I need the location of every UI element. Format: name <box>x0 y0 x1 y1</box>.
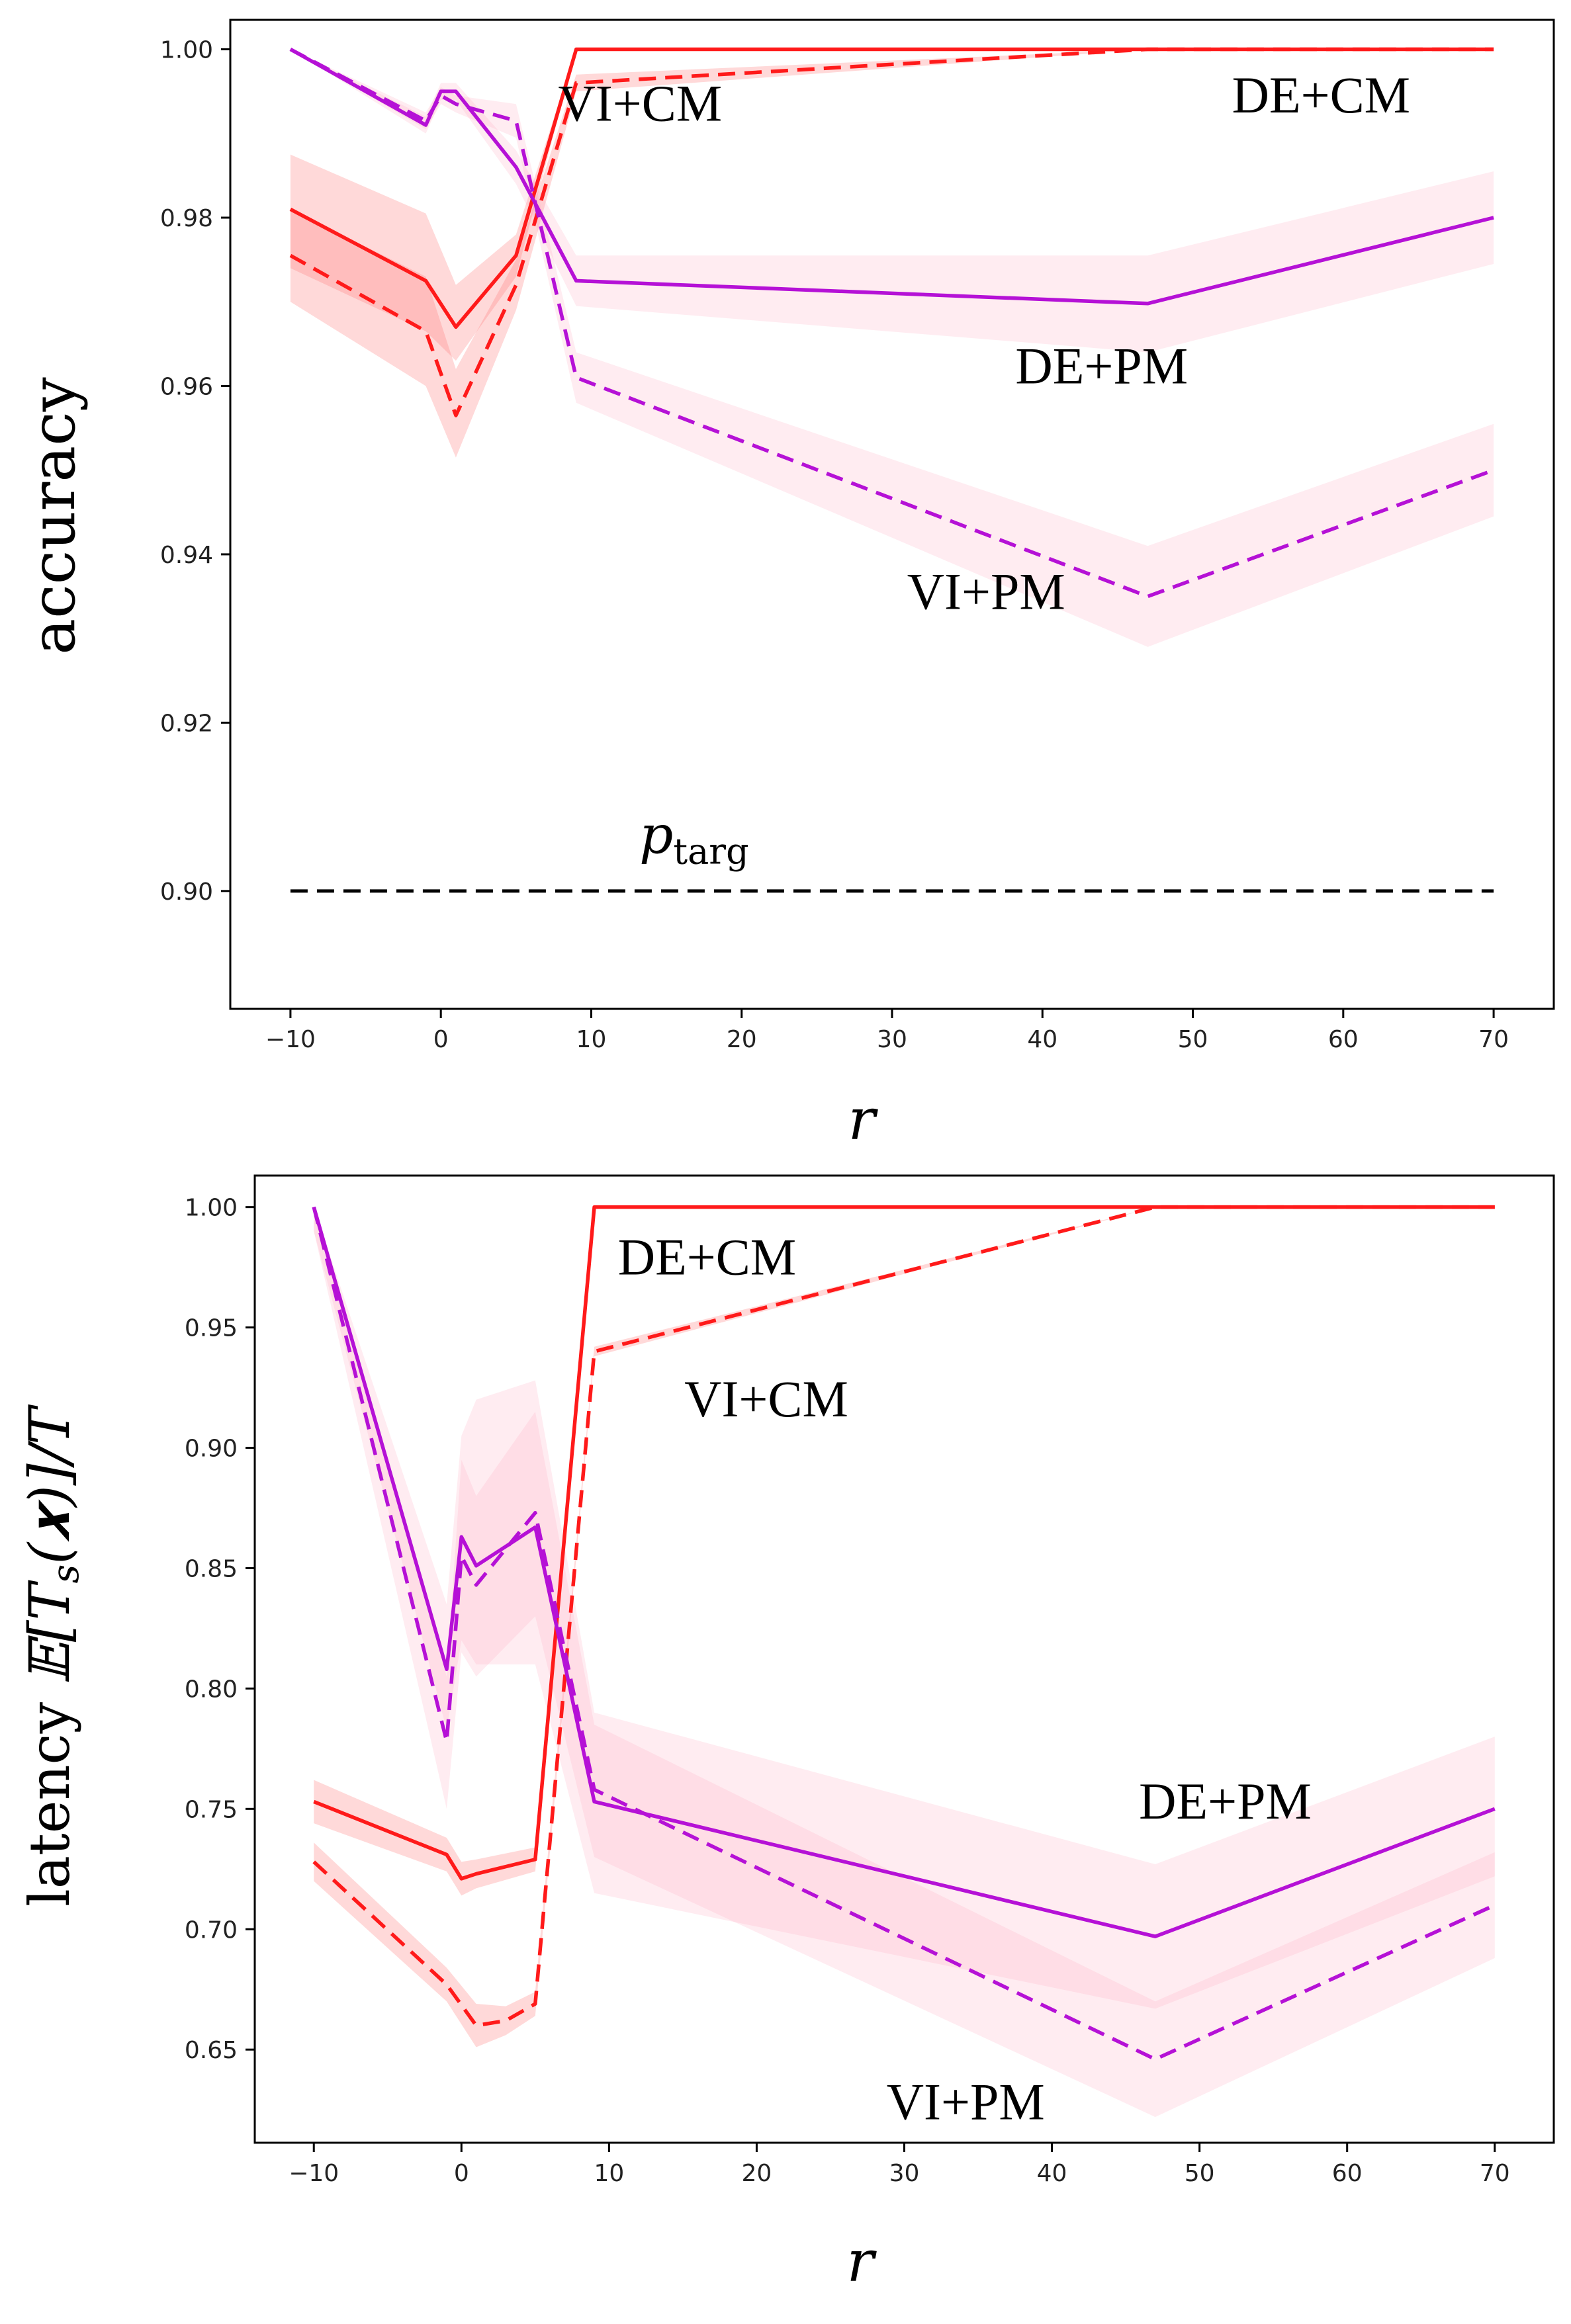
latency-x-tick-label: 20 <box>742 2160 772 2187</box>
accuracy-annotation-de-pm: DE+PM <box>1015 337 1188 395</box>
accuracy-annotations: VI+CM DE+CM DE+PM VI+PM ptarg <box>558 66 1410 873</box>
latency-y-label-tail: (𝒙)]/T <box>17 1404 82 1565</box>
accuracy-x-tick-label: 70 <box>1478 1026 1509 1053</box>
latency-annotations: DE+CM VI+CM DE+PM VI+PM <box>618 1228 1312 2131</box>
accuracy-lines <box>289 47 1495 893</box>
latency-band-de-pm <box>314 1207 1495 2009</box>
latency-x-tick-label: −10 <box>289 2160 339 2187</box>
accuracy-band-de-pm <box>290 49 1494 353</box>
latency-y-label-word: latency <box>17 1684 82 1907</box>
latency-y-tick-label: 0.90 <box>185 1436 238 1463</box>
latency-x-tick-label: 30 <box>889 2160 920 2187</box>
accuracy-x-ticks: −10 0 10 20 30 40 50 60 70 <box>265 1009 1509 1053</box>
accuracy-y-tick-label: 0.96 <box>160 373 213 400</box>
latency-lines <box>312 1205 1496 2061</box>
latency-y-label-expectation: 𝔼[T <box>17 1579 82 1684</box>
accuracy-x-tick-label: 30 <box>877 1026 907 1053</box>
latency-band-vi-pm <box>314 1207 1495 2118</box>
latency-series-de-cm <box>313 1205 1495 1881</box>
accuracy-annotation-vi-pm: VI+PM <box>907 563 1065 621</box>
accuracy-x-tick-label: 20 <box>727 1026 757 1053</box>
accuracy-x-tick-label: 10 <box>576 1026 607 1053</box>
latency-y-label-subscript: s <box>44 1565 87 1584</box>
accuracy-annotation-de-cm: DE+CM <box>1232 66 1410 124</box>
accuracy-x-tick-label: 0 <box>433 1026 449 1053</box>
accuracy-x-tick-label: −10 <box>265 1026 316 1053</box>
latency-x-tick-label: 70 <box>1480 2160 1510 2187</box>
accuracy-annotation-subscript: targ <box>673 831 748 873</box>
latency-y-tick-label: 0.75 <box>185 1796 238 1823</box>
latency-annotation-de-pm: DE+PM <box>1139 1772 1312 1830</box>
latency-series-de-pm <box>312 1206 1496 1938</box>
accuracy-y-tick-label: 1.00 <box>160 37 213 64</box>
latency-y-tick-label: 1.00 <box>185 1195 238 1222</box>
accuracy-annotation-p: ptarg <box>639 804 749 873</box>
accuracy-x-axis-label: r <box>848 1087 878 1153</box>
accuracy-x-tick-label: 40 <box>1027 1026 1057 1053</box>
accuracy-chart: −10 0 10 20 30 40 50 60 70 0.90 0.92 0.94 0.96 0.98 1… <box>18 19 1555 1153</box>
latency-y-tick-label: 0.95 <box>185 1315 238 1342</box>
latency-chart: −10 0 10 20 30 40 50 60 70 0.650.700.750.800.850… <box>17 1174 1555 2295</box>
latency-x-axis-label: r <box>846 2229 877 2295</box>
latency-y-tick-label: 0.65 <box>185 2037 238 2064</box>
accuracy-y-tick-label: 0.92 <box>160 710 213 737</box>
accuracy-bands <box>290 49 1494 647</box>
latency-y-tick-label: 0.70 <box>185 1916 238 1944</box>
latency-series-vi-cm <box>312 1205 1495 2028</box>
accuracy-band-vi-pm <box>290 49 1494 647</box>
latency-y-tick-label: 0.85 <box>185 1555 238 1582</box>
latency-x-tick-label: 10 <box>594 2160 624 2187</box>
latency-x-tick-label: 60 <box>1332 2160 1363 2187</box>
accuracy-series-vi-cm <box>289 47 1494 417</box>
latency-bands <box>314 1207 1495 2118</box>
latency-annotation-de-cm: DE+CM <box>618 1228 796 1286</box>
accuracy-y-axis-label: accuracy <box>18 377 89 655</box>
accuracy-series-de-pm <box>289 48 1494 306</box>
accuracy-annotation-vi-cm: VI+CM <box>558 75 722 132</box>
accuracy-y-tick-label: 0.94 <box>160 542 213 569</box>
accuracy-x-tick-label: 50 <box>1178 1026 1208 1053</box>
latency-x-tick-label: 50 <box>1185 2160 1215 2187</box>
latency-band-vi-cm <box>314 1207 1495 2047</box>
latency-x-tick-label: 0 <box>454 2160 469 2187</box>
accuracy-y-tick-label: 0.90 <box>160 879 213 906</box>
latency-x-ticks: −10 0 10 20 30 40 50 60 70 <box>289 2143 1510 2187</box>
latency-annotation-vi-cm: VI+CM <box>684 1370 848 1428</box>
latency-y-axis-label: latency 𝔼[Ts(𝒙)]/T <box>17 1404 87 1907</box>
accuracy-y-ticks: 0.90 0.92 0.94 0.96 0.98 1.00 <box>160 37 230 906</box>
accuracy-y-tick-label: 0.98 <box>160 205 213 232</box>
latency-annotation-vi-pm: VI+PM <box>887 2073 1045 2131</box>
latency-x-tick-label: 40 <box>1037 2160 1067 2187</box>
accuracy-series-vi-pm <box>289 48 1495 599</box>
latency-y-ticks: 0.65 0.70 0.75 0.80 0.85 0.90 0.95 1.00 <box>185 1195 255 2064</box>
accuracy-x-tick-label: 60 <box>1328 1026 1359 1053</box>
accuracy-band-vi-cm <box>290 49 1494 458</box>
latency-y-tick-label: 0.80 <box>185 1676 238 1703</box>
